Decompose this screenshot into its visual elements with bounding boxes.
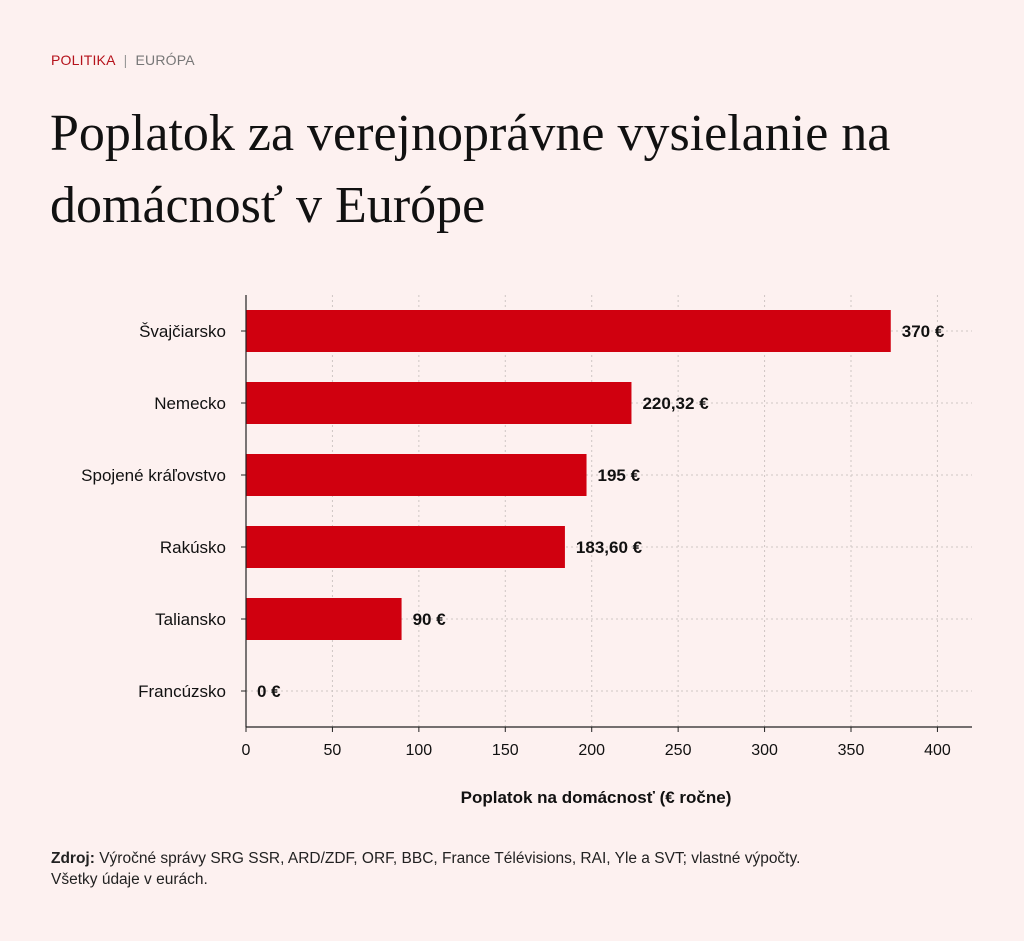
- bar: [246, 310, 891, 352]
- data-label: 90 €: [413, 610, 447, 629]
- data-label: 195 €: [598, 466, 641, 485]
- x-tick-label: 100: [406, 742, 433, 759]
- x-tick-label: 350: [838, 742, 865, 759]
- kicker: POLITIKA | EURÓPA: [51, 52, 195, 68]
- data-label: 183,60 €: [576, 538, 643, 557]
- x-tick-label: 200: [578, 742, 605, 759]
- units-note: Všetky údaje v eurách.: [51, 871, 208, 888]
- data-label: 0 €: [257, 682, 281, 701]
- x-tick-label: 50: [324, 742, 342, 759]
- x-tick-label: 250: [665, 742, 692, 759]
- x-tick-label: 400: [924, 742, 951, 759]
- category-label: Spojené kráľovstvo: [81, 466, 226, 485]
- bar: [246, 598, 402, 640]
- subsection-label[interactable]: EURÓPA: [135, 52, 195, 68]
- category-label: Rakúsko: [160, 538, 226, 557]
- x-tick-label: 300: [751, 742, 778, 759]
- category-label: Taliansko: [155, 610, 226, 629]
- bar: [246, 454, 587, 496]
- source-text: Výročné správy SRG SSR, ARD/ZDF, ORF, BB…: [99, 850, 801, 867]
- x-axis-title: Poplatok na domácnosť (€ ročne): [461, 788, 732, 807]
- source-label: Zdroj:: [51, 850, 95, 867]
- bar: [246, 382, 632, 424]
- chart-title: Poplatok za verejnoprávne vysielanie na …: [50, 105, 891, 234]
- source-note: Zdroj: Výročné správy SRG SSR, ARD/ZDF, …: [51, 848, 800, 890]
- bar: [246, 526, 565, 568]
- category-label: Nemecko: [154, 394, 226, 413]
- category-label: Švajčiarsko: [139, 322, 226, 341]
- section-label[interactable]: POLITIKA: [51, 52, 116, 68]
- kicker-separator: |: [123, 52, 128, 68]
- x-tick-label: 150: [492, 742, 519, 759]
- category-label: Francúzsko: [138, 682, 226, 701]
- x-tick-label: 0: [242, 742, 251, 759]
- data-label: 370 €: [902, 322, 945, 341]
- data-label: 220,32 €: [642, 394, 709, 413]
